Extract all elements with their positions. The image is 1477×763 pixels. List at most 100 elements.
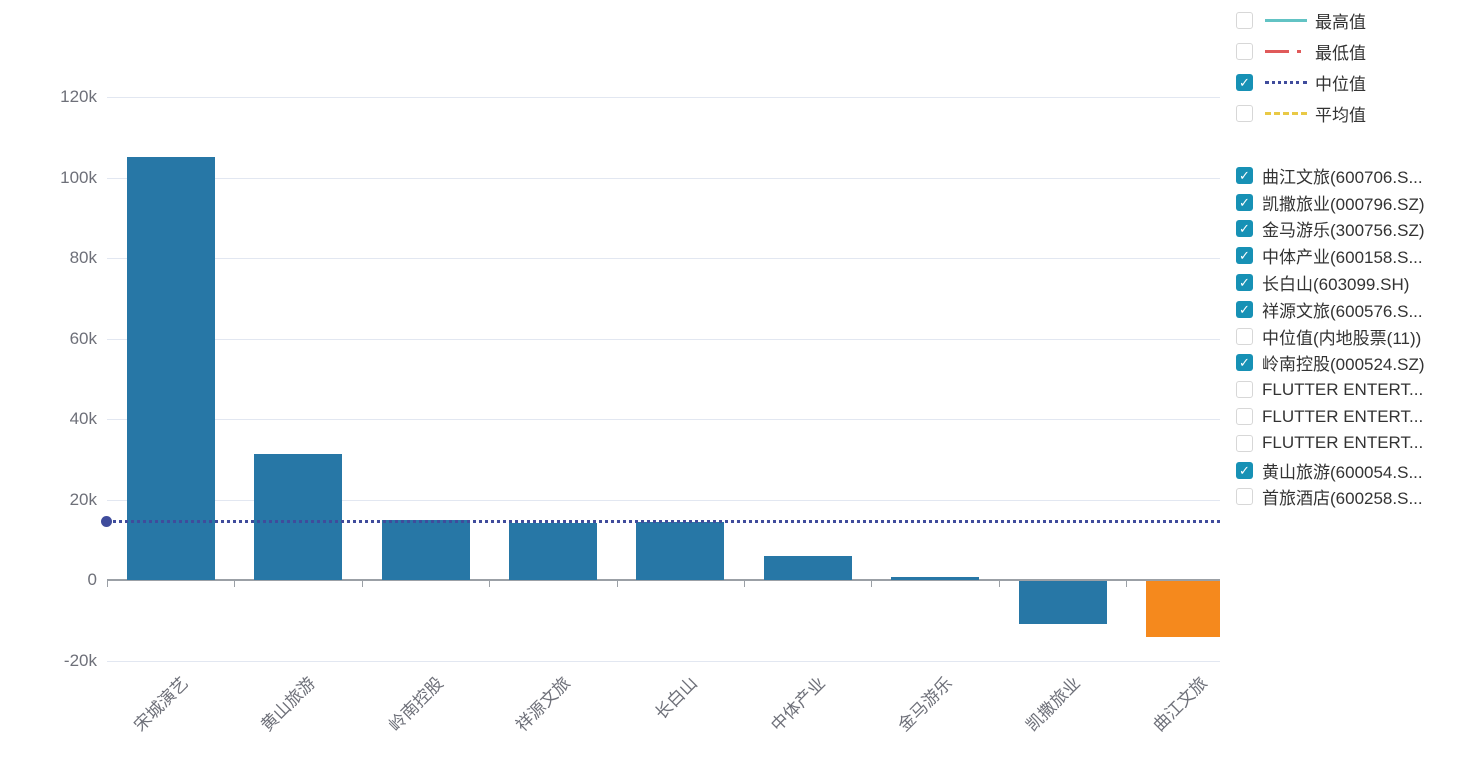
y-axis-tick-label: -20k bbox=[63, 651, 97, 670]
y-gridline bbox=[107, 419, 1220, 421]
y-axis-tick-label: 100k bbox=[60, 167, 97, 187]
checkbox[interactable] bbox=[1236, 327, 1253, 345]
bar-长白山[interactable] bbox=[636, 522, 725, 581]
legend-label: 祥源文旅(600576.S... bbox=[1262, 301, 1423, 321]
checkbox[interactable]: ✓ bbox=[1236, 166, 1253, 184]
check-icon: ✓ bbox=[1239, 221, 1250, 237]
bar-黄山旅游[interactable] bbox=[254, 453, 343, 581]
x-axis-tick bbox=[489, 581, 491, 588]
median-line bbox=[107, 519, 1220, 523]
checkbox[interactable] bbox=[1236, 381, 1253, 399]
legend-label: 岭南控股(000524.SZ) bbox=[1262, 355, 1425, 375]
x-axis-line bbox=[107, 579, 1220, 582]
line-style-sample bbox=[1265, 112, 1307, 115]
legend-label: 平均值 bbox=[1315, 106, 1366, 125]
y-axis-tick-label: 120k bbox=[60, 87, 97, 106]
metric-legend-item[interactable]: 最高值 bbox=[1236, 5, 1425, 36]
series-legend-item[interactable]: ✓ 金马游乐(300756.SZ) bbox=[1236, 216, 1425, 243]
y-gridline bbox=[107, 661, 1220, 662]
metric-legend-item[interactable]: ✓ 中位值 bbox=[1236, 67, 1425, 98]
checkbox[interactable] bbox=[1236, 105, 1253, 122]
series-legend-item[interactable]: ✓ 中体产业(600158.S... bbox=[1236, 242, 1425, 269]
bar-曲江文旅[interactable] bbox=[1145, 581, 1220, 638]
checkbox[interactable] bbox=[1236, 408, 1253, 426]
x-axis-category-label: 岭南控股 bbox=[384, 673, 447, 736]
checkbox[interactable]: ✓ bbox=[1236, 354, 1253, 372]
x-axis-category-label: 金马游乐 bbox=[894, 673, 957, 736]
line-style-sample bbox=[1265, 19, 1307, 22]
legend-label: 首旅酒店(600258.S... bbox=[1262, 489, 1423, 509]
legend-label: 黄山旅游(600054.S... bbox=[1262, 462, 1423, 482]
check-icon: ✓ bbox=[1239, 248, 1250, 264]
x-axis-tick bbox=[1126, 581, 1128, 588]
bar-宋城演艺[interactable] bbox=[126, 157, 215, 581]
median-line-dot bbox=[101, 515, 112, 527]
x-axis-category-label: 长白山 bbox=[651, 673, 702, 724]
checkbox[interactable]: ✓ bbox=[1236, 220, 1253, 238]
legend-label: 金马游乐(300756.SZ) bbox=[1262, 221, 1425, 241]
bar-岭南控股[interactable] bbox=[381, 520, 470, 581]
checkbox[interactable] bbox=[1236, 488, 1253, 506]
series-legend-item[interactable]: ✓ 曲江文旅(600706.S... bbox=[1236, 162, 1425, 189]
legend-label: FLUTTER ENTERT... bbox=[1262, 379, 1424, 399]
series-legend-item[interactable]: FLUTTER ENTERT... bbox=[1236, 376, 1425, 403]
check-icon: ✓ bbox=[1239, 462, 1250, 478]
legend-label: 长白山(603099.SH) bbox=[1262, 275, 1410, 295]
series-legend-item[interactable]: 中位值(内地股票(11)) bbox=[1236, 323, 1425, 350]
series-legend-item[interactable]: FLUTTER ENTERT... bbox=[1236, 430, 1425, 457]
legend-label: 最高值 bbox=[1315, 13, 1366, 32]
legend-label: 凯撒旅业(000796.SZ) bbox=[1262, 194, 1425, 214]
check-icon: ✓ bbox=[1239, 75, 1250, 90]
line-style-sample bbox=[1265, 50, 1307, 53]
y-gridline bbox=[107, 499, 1220, 501]
y-gridline bbox=[107, 258, 1220, 260]
legend-label: FLUTTER ENTERT... bbox=[1262, 406, 1424, 426]
legend-label: 曲江文旅(600706.S... bbox=[1262, 167, 1423, 187]
checkbox[interactable]: ✓ bbox=[1236, 461, 1253, 479]
bar-金马游乐[interactable] bbox=[891, 577, 980, 581]
y-gridline bbox=[107, 338, 1220, 340]
metric-legend-item[interactable]: 最低值 bbox=[1236, 36, 1425, 67]
series-legend-item[interactable]: ✓ 岭南控股(000524.SZ) bbox=[1236, 350, 1425, 377]
x-axis-category-label: 黄山旅游 bbox=[257, 673, 320, 736]
y-axis-tick-label: 20k bbox=[69, 489, 97, 509]
legend-panel: 最高值最低值 ✓ 中位值平均值 ✓ 曲江文旅(600706.S... ✓ 凯撒旅业(000… bbox=[1236, 5, 1425, 510]
x-axis-tick bbox=[998, 581, 1000, 588]
x-axis-tick bbox=[744, 581, 745, 588]
checkbox[interactable] bbox=[1236, 12, 1253, 29]
checkbox[interactable]: ✓ bbox=[1236, 247, 1253, 265]
y-gridline bbox=[107, 177, 1220, 179]
series-legend-item[interactable]: 首旅酒店(600258.S... bbox=[1236, 484, 1425, 511]
series-legend-group: ✓ 曲江文旅(600706.S... ✓ 凯撒旅业(000796.SZ) ✓ 金马游乐(3… bbox=[1236, 162, 1425, 510]
x-axis-category-label: 凯撒旅业 bbox=[1021, 673, 1084, 736]
series-legend-item[interactable]: ✓ 长白山(603099.SH) bbox=[1236, 269, 1425, 296]
x-axis-tick bbox=[361, 581, 363, 588]
series-legend-item[interactable]: ✓ 凯撒旅业(000796.SZ) bbox=[1236, 189, 1425, 216]
y-axis-tick-label: 40k bbox=[69, 409, 97, 429]
check-icon: ✓ bbox=[1239, 167, 1250, 183]
check-icon: ✓ bbox=[1239, 275, 1250, 291]
checkbox[interactable]: ✓ bbox=[1236, 193, 1253, 211]
metric-legend-group: 最高值最低值 ✓ 中位值平均值 bbox=[1236, 5, 1425, 129]
bar-祥源文旅[interactable] bbox=[508, 522, 597, 581]
checkbox[interactable]: ✓ bbox=[1236, 300, 1253, 318]
line-style-sample bbox=[1265, 81, 1307, 84]
bar-凯撒旅业[interactable] bbox=[1018, 581, 1107, 625]
x-axis-category-label: 中体产业 bbox=[767, 673, 829, 736]
checkbox[interactable]: ✓ bbox=[1236, 274, 1253, 292]
checkbox[interactable] bbox=[1236, 43, 1253, 60]
x-axis-tick bbox=[616, 581, 618, 588]
x-axis-tick bbox=[107, 581, 108, 588]
series-legend-item[interactable]: FLUTTER ENTERT... bbox=[1236, 403, 1425, 430]
series-legend-item[interactable]: ✓ 祥源文旅(600576.S... bbox=[1236, 296, 1425, 323]
checkbox[interactable]: ✓ bbox=[1236, 74, 1253, 91]
check-icon: ✓ bbox=[1239, 301, 1250, 317]
y-axis-tick-label: 60k bbox=[69, 328, 97, 348]
legend-label: 中位值 bbox=[1315, 75, 1366, 94]
metric-legend-item[interactable]: 平均值 bbox=[1236, 98, 1425, 129]
bar-中体产业[interactable] bbox=[763, 556, 852, 581]
y-gridline bbox=[107, 97, 1220, 98]
series-legend-item[interactable]: ✓ 黄山旅游(600054.S... bbox=[1236, 457, 1425, 484]
checkbox[interactable] bbox=[1236, 434, 1253, 452]
